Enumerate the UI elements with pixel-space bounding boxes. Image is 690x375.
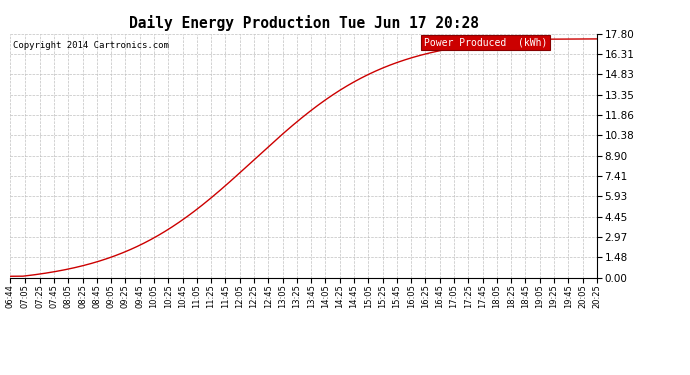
Title: Daily Energy Production Tue Jun 17 20:28: Daily Energy Production Tue Jun 17 20:28 [128,15,479,31]
Text: Copyright 2014 Cartronics.com: Copyright 2014 Cartronics.com [13,41,169,50]
Text: Power Produced  (kWh): Power Produced (kWh) [424,38,547,47]
